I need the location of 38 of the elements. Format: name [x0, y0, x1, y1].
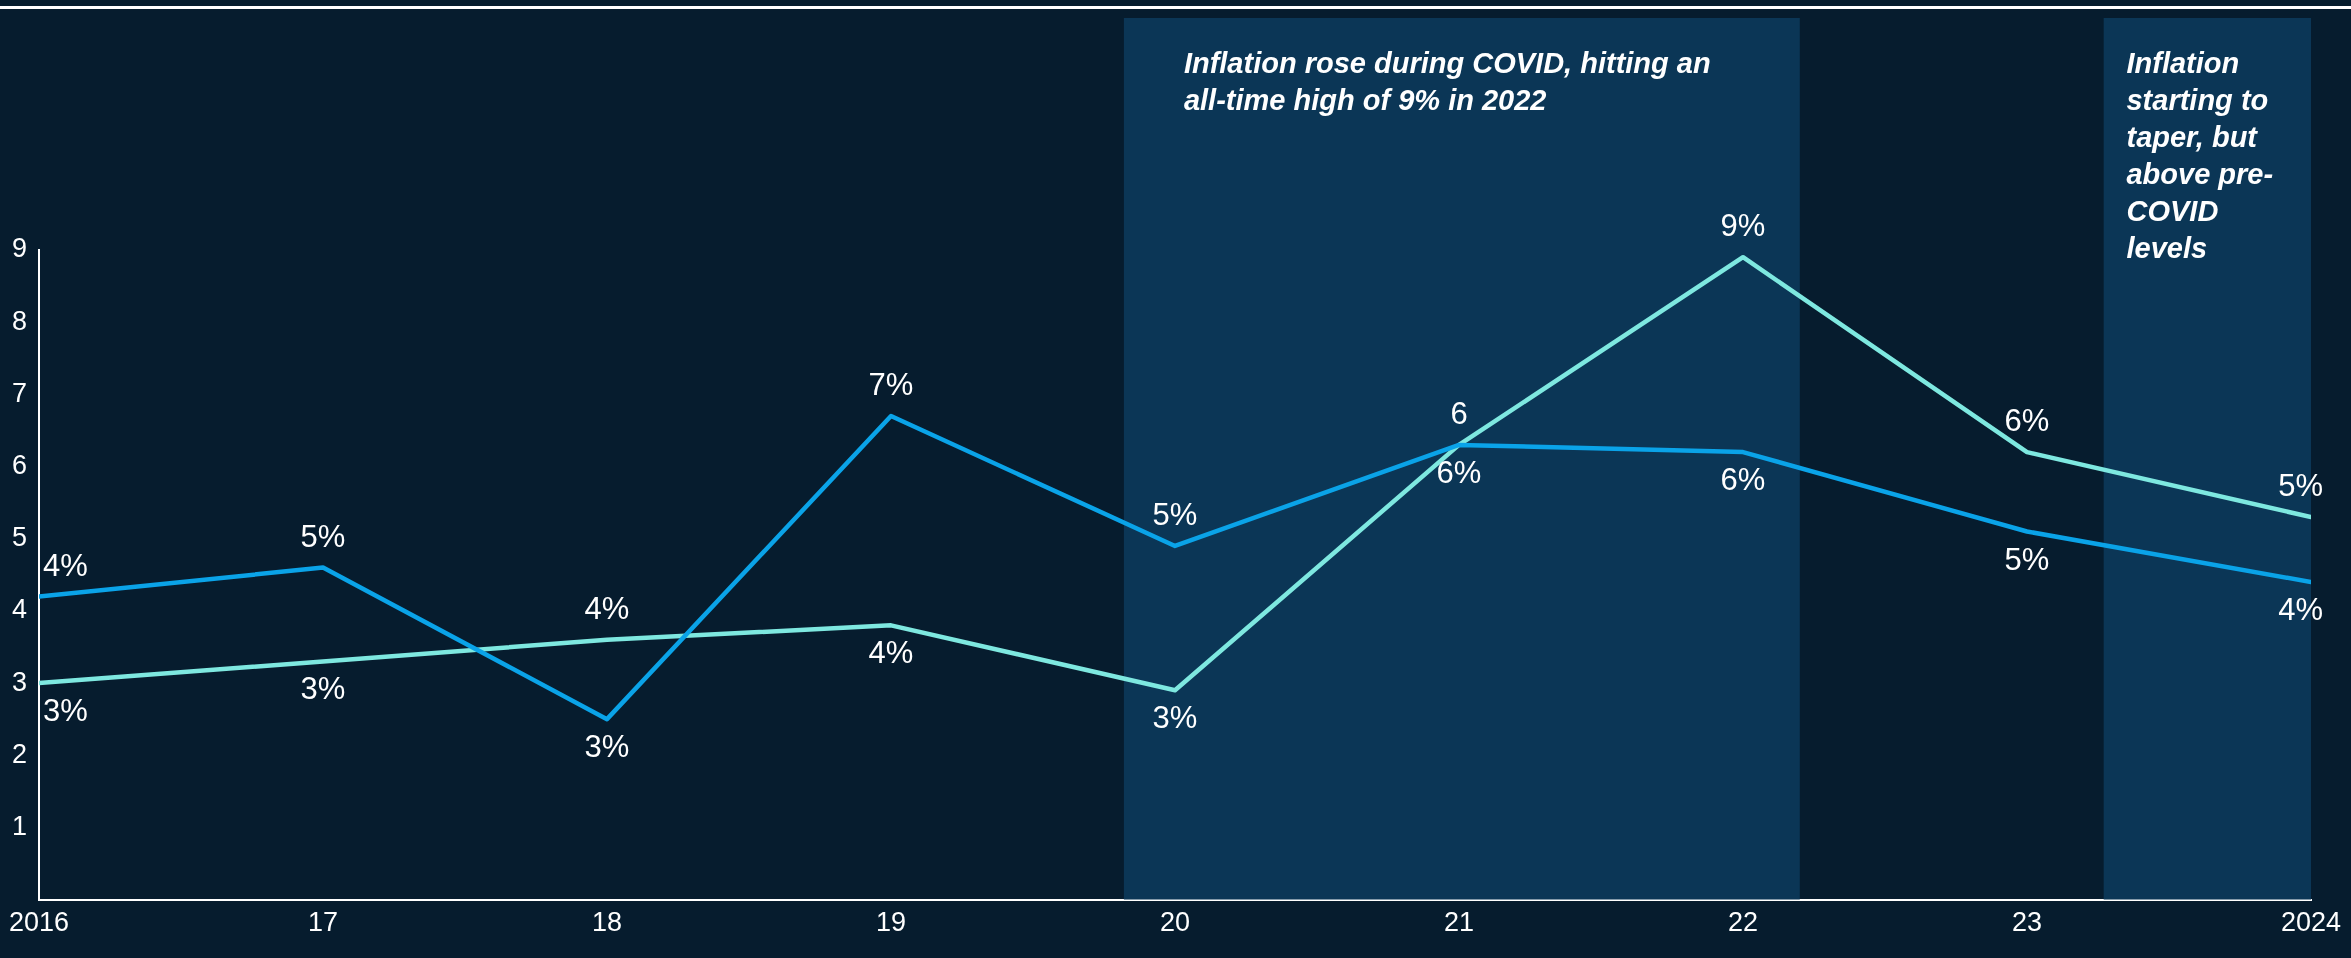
data-label: 6 [1450, 395, 1468, 431]
data-label: 3% [300, 671, 346, 707]
data-label: 6% [2004, 403, 2050, 439]
data-label: 6% [1720, 462, 1766, 498]
data-label: 5% [2004, 541, 2050, 577]
data-label: 3% [43, 693, 88, 729]
x-tick-label: 20 [1159, 907, 1191, 938]
data-label: 9% [1720, 208, 1766, 244]
x-tick-label: 18 [591, 907, 623, 938]
data-label: 4% [2278, 592, 2323, 628]
data-label: 5% [2278, 468, 2323, 504]
x-tick-label: 23 [2011, 907, 2043, 938]
x-tick-label: 2016 [8, 907, 70, 938]
y-tick-label: 9 [11, 233, 28, 264]
x-tick-label: 19 [875, 907, 907, 938]
x-tick-label: 22 [1727, 907, 1759, 938]
data-label: 6% [1436, 454, 1482, 490]
y-tick-label: 1 [11, 810, 28, 841]
y-tick-label: 4 [11, 594, 28, 625]
band-label: Inflation rose during COVID, hitting an all-time high of 9% in 2022 [1183, 46, 1711, 116]
x-tick-label: 2024 [2280, 907, 2342, 938]
data-label: 3% [1152, 700, 1198, 736]
data-label: 4% [868, 635, 914, 671]
data-label: 5% [1152, 496, 1198, 532]
y-tick-label: 3 [11, 666, 28, 697]
y-tick-label: 6 [11, 449, 28, 480]
y-tick-label: 2 [11, 738, 28, 769]
data-label: 4% [584, 590, 630, 626]
band-label: Inflation starting to taper, but above pre-COVID levels [2126, 46, 2274, 264]
data-label: 5% [300, 518, 346, 554]
x-tick-label: 17 [307, 907, 339, 938]
data-label: 7% [868, 367, 914, 403]
y-tick-label: 5 [11, 522, 28, 553]
data-label: 3% [584, 729, 630, 765]
y-tick-label: 7 [11, 377, 28, 408]
data-label: 4% [43, 547, 88, 583]
x-tick-label: 21 [1443, 907, 1475, 938]
y-tick-label: 8 [11, 305, 28, 336]
